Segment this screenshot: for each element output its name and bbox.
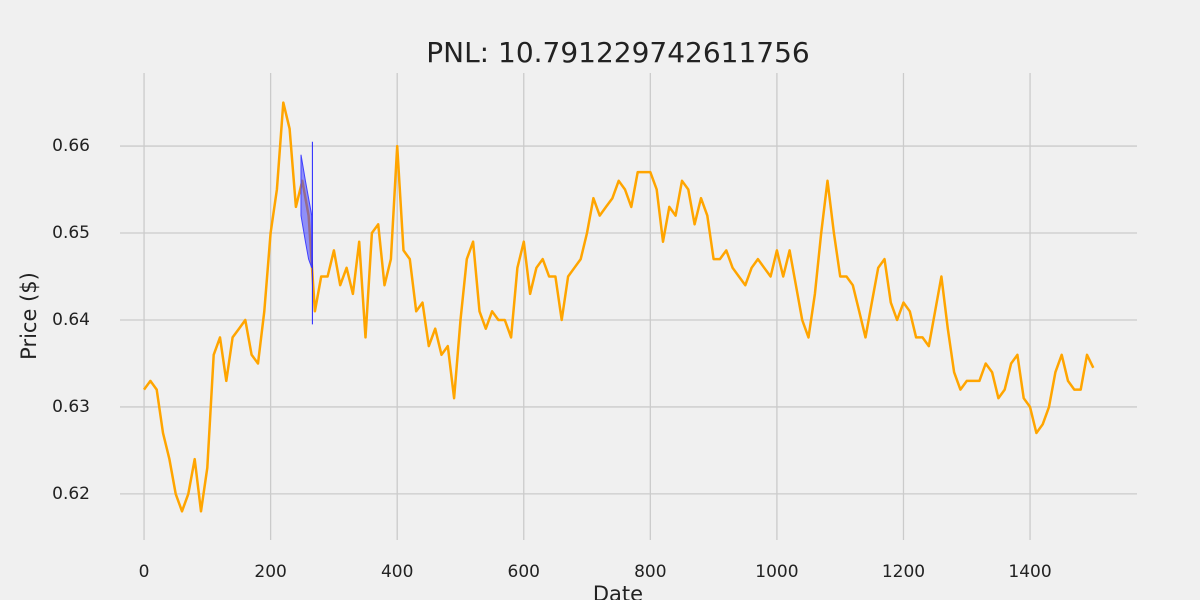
x-axis-label: Date [593, 582, 643, 600]
y-tick-label: 0.64 [52, 310, 90, 330]
y-axis-label: Price ($) [17, 272, 41, 360]
x-tick-label: 1400 [1008, 562, 1051, 582]
y-tick-label: 0.62 [52, 484, 90, 504]
x-tick-label: 400 [381, 562, 413, 582]
x-tick-label: 200 [254, 562, 286, 582]
y-tick-label: 0.66 [52, 136, 90, 156]
y-tick-label: 0.63 [52, 397, 90, 417]
price-line [142, 101, 1095, 513]
x-tick-label: 1000 [755, 562, 798, 582]
x-tick-label: 600 [508, 562, 540, 582]
x-tick-label: 800 [634, 562, 666, 582]
x-tick-label: 1200 [882, 562, 925, 582]
forecast-band [300, 154, 313, 268]
y-tick-label: 0.65 [52, 223, 90, 243]
chart-title: PNL: 10.791229742611756 [426, 36, 810, 69]
x-tick-label: 0 [139, 562, 150, 582]
